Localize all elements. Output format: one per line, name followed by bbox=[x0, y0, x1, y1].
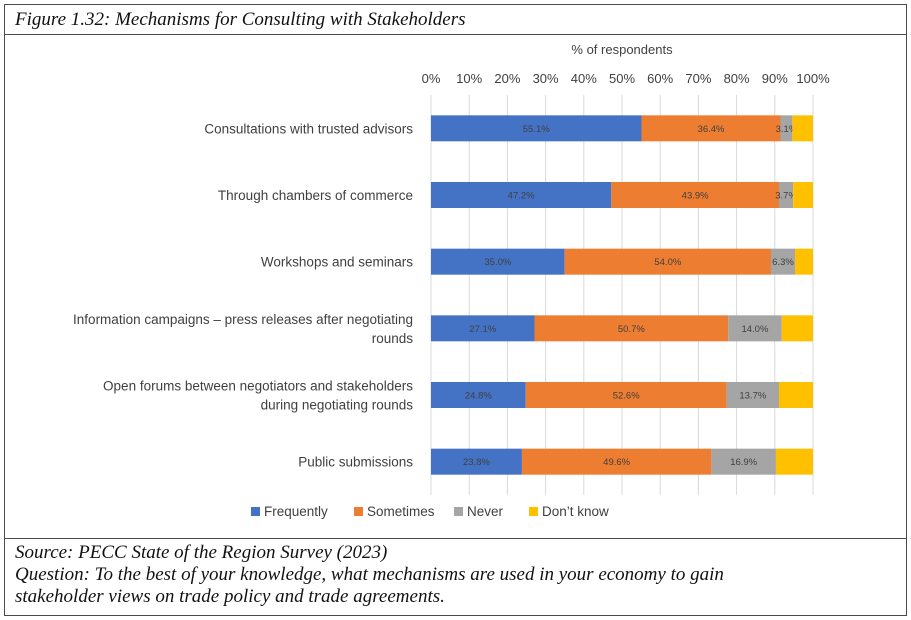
bar-segment bbox=[431, 315, 535, 342]
x-tick-label: 10% bbox=[456, 71, 482, 86]
bar-segment bbox=[431, 248, 565, 275]
data-label: 49.6% bbox=[603, 457, 630, 468]
bar-segment bbox=[779, 382, 813, 408]
x-tick-label: 100% bbox=[796, 71, 830, 86]
bar-segment bbox=[780, 115, 793, 142]
bar-segment bbox=[792, 115, 813, 142]
legend-label: Frequently bbox=[264, 504, 328, 519]
legend-swatch bbox=[251, 507, 260, 516]
data-label: 47.2% bbox=[508, 191, 535, 202]
figure-frame: Figure 1.32: Mechanisms for Consulting w… bbox=[4, 4, 907, 616]
category-label: Workshops and seminars bbox=[261, 255, 413, 270]
gridlines bbox=[430, 95, 814, 495]
legend-swatch bbox=[454, 507, 463, 516]
bar-segment bbox=[525, 382, 727, 408]
bar-segment bbox=[431, 115, 642, 142]
category-label: Consultations with trusted advisors bbox=[204, 121, 413, 136]
data-label: 50.7% bbox=[618, 324, 645, 335]
data-label: 14.0% bbox=[741, 324, 768, 335]
data-label: 3.1% bbox=[776, 124, 798, 135]
legend-swatch bbox=[529, 507, 538, 516]
data-label: 6.3% bbox=[772, 257, 794, 268]
data-label: 36.4% bbox=[698, 124, 725, 135]
data-label: 23.8% bbox=[463, 457, 490, 468]
figure-footer: Source: PECC State of the Region Survey … bbox=[5, 538, 906, 617]
figure-title: Figure 1.32: Mechanisms for Consulting w… bbox=[15, 9, 466, 30]
bar-segment bbox=[781, 315, 813, 342]
x-tick-label: 90% bbox=[762, 71, 788, 86]
bar-segment bbox=[711, 448, 776, 475]
data-label: 3.7% bbox=[775, 191, 797, 202]
category-labels: Consultations with trusted advisors Throu… bbox=[73, 121, 413, 469]
data-label: 52.6% bbox=[613, 391, 640, 402]
bar-segment bbox=[728, 315, 782, 342]
x-tick-label: 50% bbox=[609, 71, 635, 86]
category-label: during negotiating rounds bbox=[261, 398, 414, 413]
bar-segment bbox=[611, 182, 780, 208]
data-label: 55.1% bbox=[523, 124, 550, 135]
category-label: Public submissions bbox=[298, 455, 413, 470]
x-tick-label: 80% bbox=[724, 71, 750, 86]
data-label: 54.0% bbox=[654, 257, 681, 268]
bar-segment bbox=[431, 382, 526, 408]
bar-segment bbox=[641, 115, 781, 142]
data-label: 24.8% bbox=[465, 391, 492, 402]
x-tick-label: 40% bbox=[571, 71, 597, 86]
category-label: Open forums between negotiators and stak… bbox=[103, 379, 413, 394]
data-label: 16.9% bbox=[730, 457, 757, 468]
x-axis-title: % of respondents bbox=[571, 42, 673, 57]
stacked-bar-chart: % of respondents 0% 10% 20% 30% 40% 50% 60% 70%… bbox=[73, 42, 830, 519]
x-axis-ticks: 0% 10% 20% 30% 40% 50% 60% 70% 80% 90% 100% bbox=[422, 71, 830, 86]
source-note: Source: PECC State of the Region Survey … bbox=[15, 542, 388, 563]
bar-segment bbox=[779, 182, 794, 208]
x-tick-label: 70% bbox=[685, 71, 711, 86]
category-label: Information campaigns – press releases a… bbox=[73, 312, 413, 327]
bar-segment bbox=[521, 448, 712, 475]
chart-area: % of respondents 0% 10% 20% 30% 40% 50% 60% 70%… bbox=[5, 35, 906, 538]
x-tick-label: 0% bbox=[422, 71, 441, 86]
figure-title-row: Figure 1.32: Mechanisms for Consulting w… bbox=[5, 5, 906, 35]
legend-label: Never bbox=[467, 504, 504, 519]
x-tick-label: 30% bbox=[533, 71, 559, 86]
bar-segment bbox=[564, 248, 771, 275]
bars: 55.1% 36.4% 3.1% 47.2% 43.9% 3.7% 35.0% 54.0% 6.… bbox=[431, 115, 813, 475]
data-label: 35.0% bbox=[484, 257, 511, 268]
data-label: 27.1% bbox=[469, 324, 496, 335]
bar-segment bbox=[795, 248, 813, 275]
data-label: 13.7% bbox=[739, 391, 766, 402]
question-note-line-2: stakeholder views on trade policy and tr… bbox=[15, 586, 445, 607]
bar-segment bbox=[726, 382, 780, 408]
bar-segment bbox=[770, 248, 796, 275]
legend: Frequently Sometimes Never Don’t know bbox=[251, 504, 609, 519]
data-label: 43.9% bbox=[682, 191, 709, 202]
bar-segment bbox=[431, 448, 522, 475]
legend-label: Sometimes bbox=[367, 504, 435, 519]
bar-segment bbox=[793, 182, 813, 208]
legend-swatch bbox=[354, 507, 363, 516]
bar-segment bbox=[534, 315, 729, 342]
legend-label: Don’t know bbox=[542, 504, 609, 519]
category-label: rounds bbox=[372, 331, 414, 346]
bar-segment bbox=[431, 182, 612, 208]
bar-segment bbox=[775, 448, 813, 475]
x-tick-label: 60% bbox=[647, 71, 673, 86]
question-note-line-1: Question: To the best of your knowledge,… bbox=[15, 564, 724, 585]
x-tick-label: 20% bbox=[494, 71, 520, 86]
category-label: Through chambers of commerce bbox=[218, 188, 413, 203]
